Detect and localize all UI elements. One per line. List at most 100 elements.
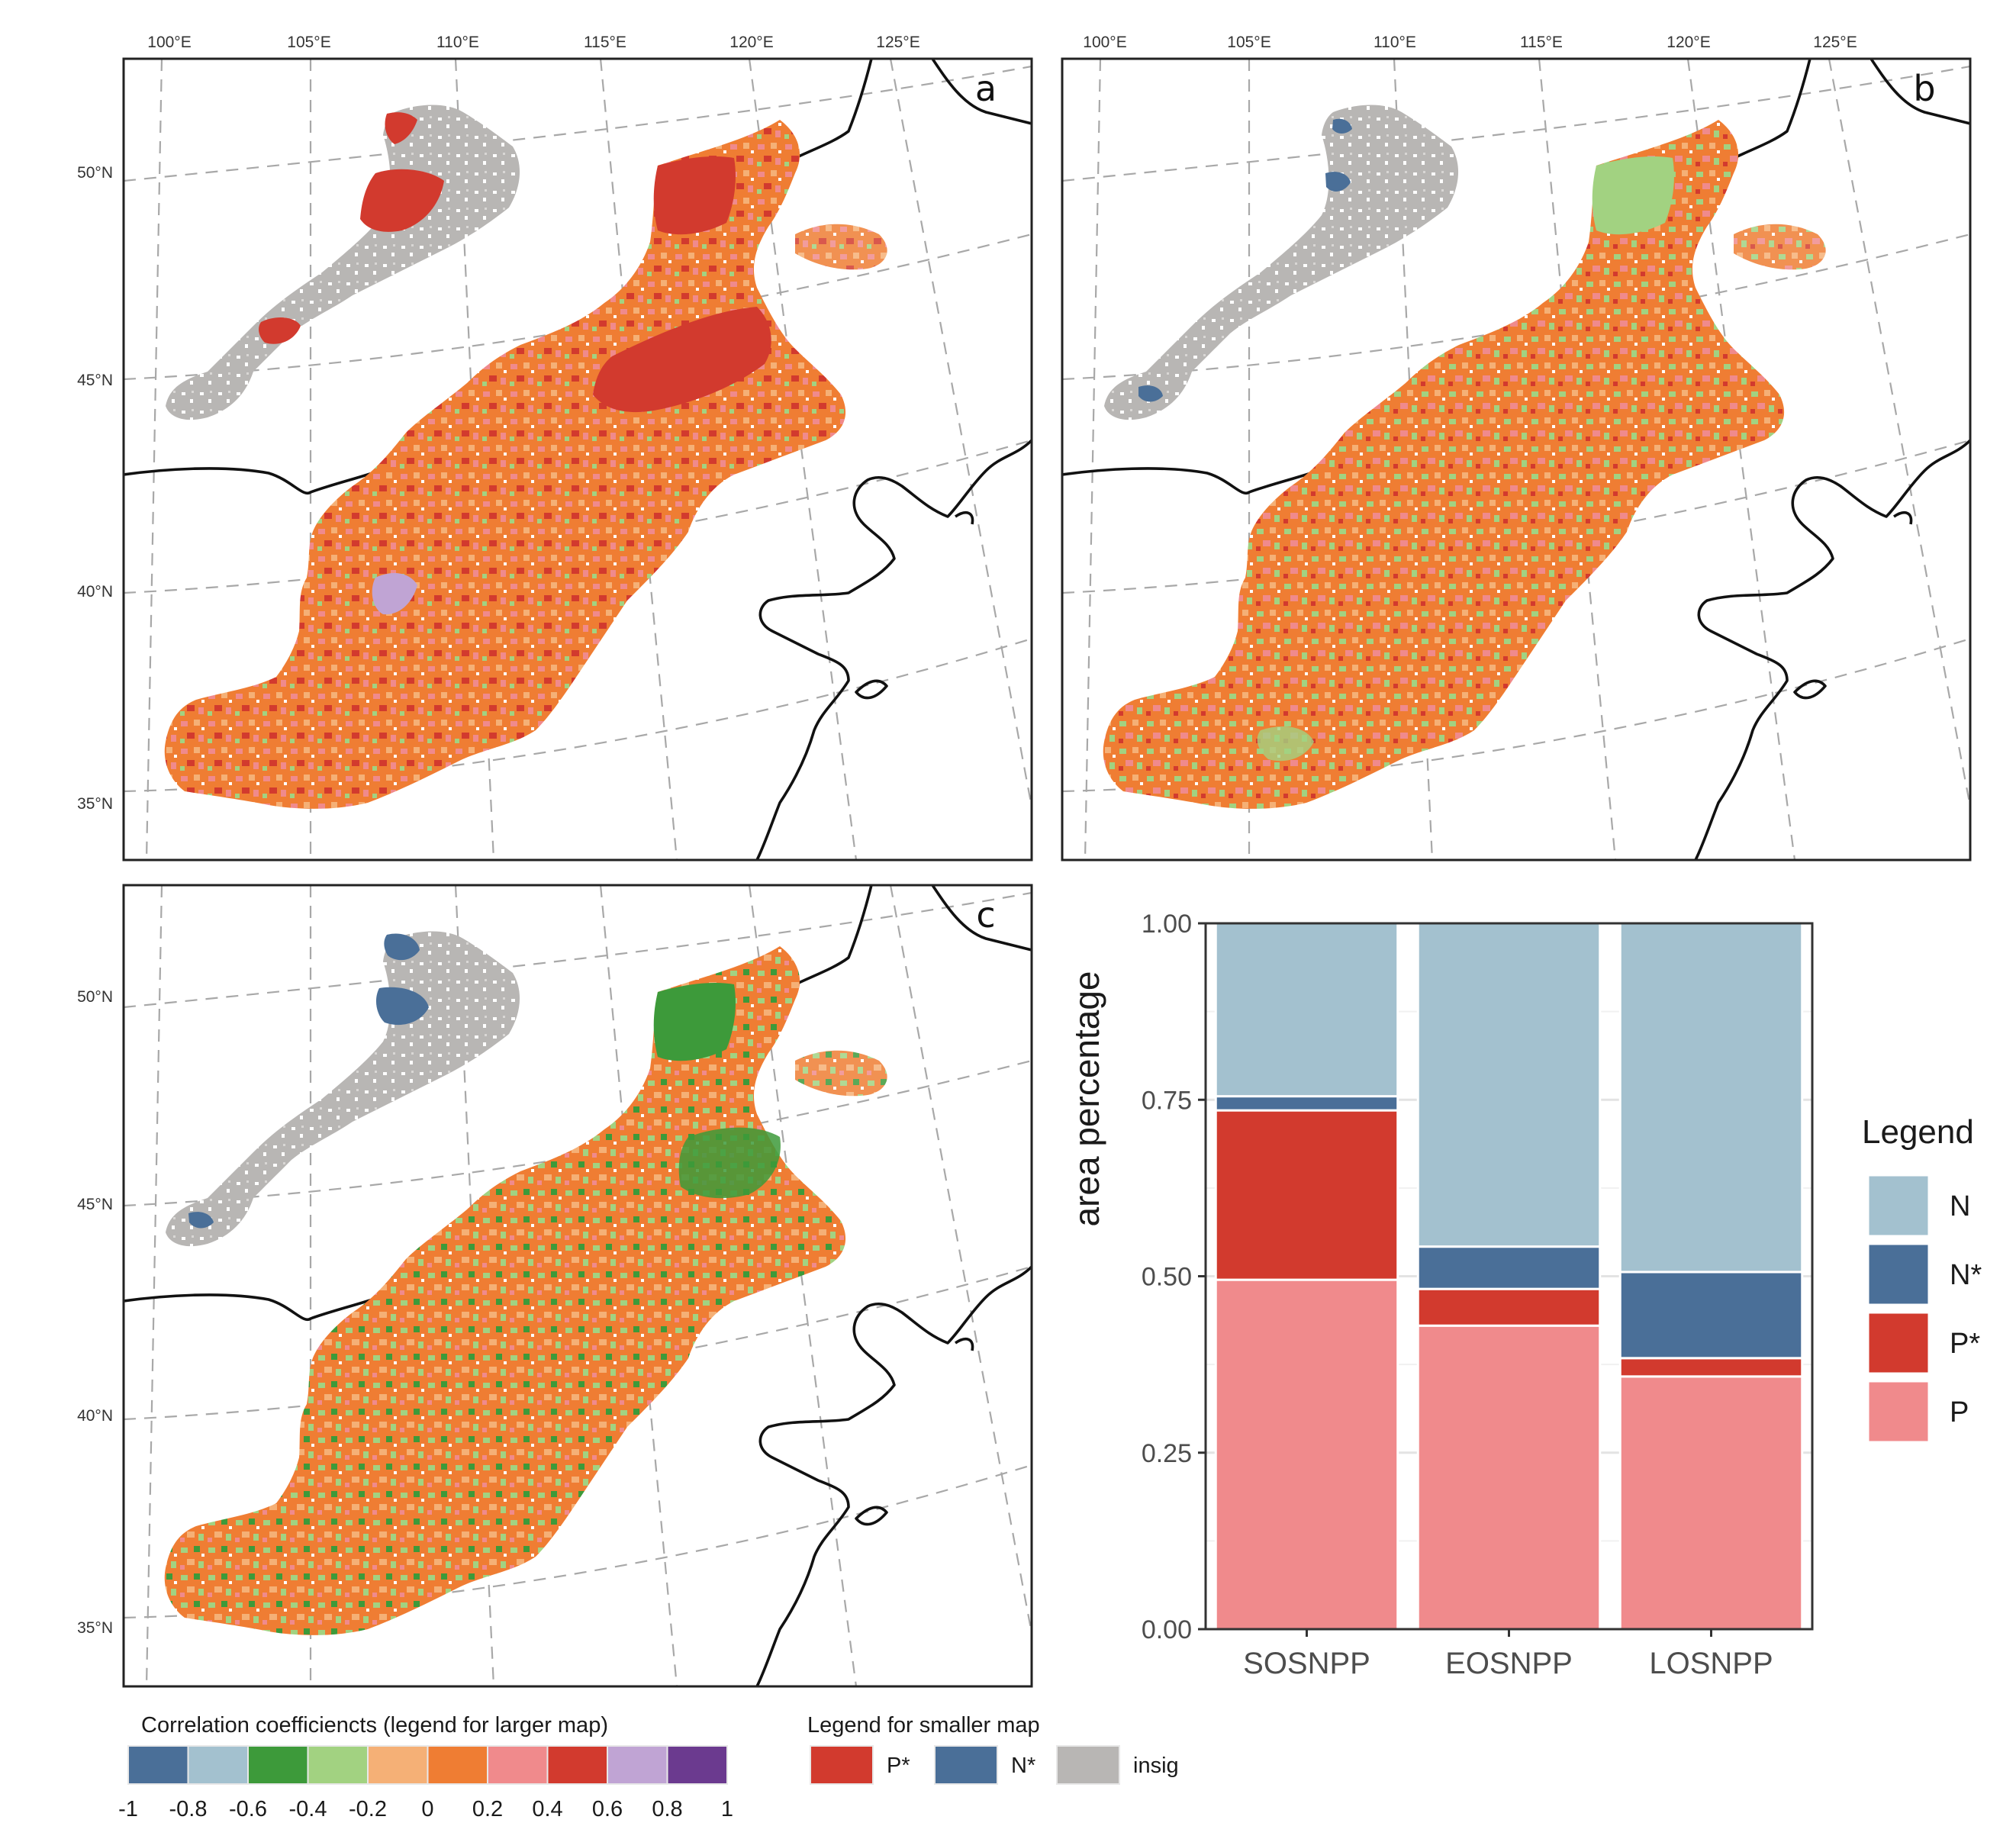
colorbar-tick-label: 1 (721, 1797, 733, 1821)
legend-swatch-n (1866, 1174, 1931, 1238)
colorbar-tick-label: -0.2 (349, 1797, 387, 1821)
colorbar-cell (546, 1745, 608, 1785)
map-panel-c: 50°N 45°N 40°N 35°N c (77, 884, 1033, 1688)
legend-label: N* (1950, 1259, 1982, 1291)
colorbar-cell (187, 1745, 249, 1785)
legend-swatch-nstar (1866, 1242, 1931, 1306)
bar-segment-sosnpp-pstar (1214, 1109, 1399, 1281)
bar-segment-eosnpp-p (1416, 1324, 1602, 1631)
colorbar-cell (247, 1745, 309, 1785)
small-legend-label: insig (1133, 1754, 1179, 1778)
region-hulunbuir-a (166, 105, 520, 420)
lon-label-120: 120°E (1667, 34, 1710, 51)
region-hulunbuir-b-blue1 (1332, 118, 1352, 134)
lon-label-125: 125°E (876, 34, 919, 51)
region-hulunbuir-a-red2 (360, 169, 444, 232)
colorbar-title: Correlation coefficiencts (legend for la… (141, 1713, 608, 1738)
y-tick-label: 0.75 (1142, 1086, 1192, 1115)
bar-segment-eosnpp-n (1416, 922, 1602, 1248)
lon-label-120: 120°E (729, 34, 773, 51)
colorbar-tick-label: 0.2 (472, 1797, 503, 1821)
colorbar-tick-label: -0.6 (229, 1797, 267, 1821)
bar-chart-bars (1214, 922, 1804, 1631)
lon-label-110: 110°E (1374, 34, 1416, 51)
x-tick-label: LOSNPP (1649, 1647, 1773, 1680)
map-b-frame (1061, 57, 1972, 862)
colorbar-tick-label: 0 (421, 1797, 433, 1821)
y-tick-label: 0.25 (1142, 1439, 1192, 1468)
lat-label-45: 45°N (77, 1196, 113, 1213)
region-main-b-green-sw (1257, 726, 1314, 762)
lon-label-100: 100°E (1083, 34, 1126, 51)
small-legend-swatch-pstar (810, 1745, 874, 1785)
region-hulunbuir-b-blue3 (1138, 385, 1163, 402)
y-axis-title: area percentage (1067, 971, 1106, 1226)
legend-label: N (1950, 1190, 1970, 1222)
region-main-a-red-north (653, 156, 736, 235)
colorbar-cells (127, 1745, 728, 1785)
map-b-longitude-labels: 100°E 105°E 110°E 115°E 120°E 125°E (1083, 34, 1857, 51)
map-a-longitude-labels: 100°E 105°E 110°E 115°E 120°E 125°E (147, 34, 919, 51)
colorbar-cell (307, 1745, 369, 1785)
legend-swatch-pstar (1866, 1311, 1931, 1375)
region-hulunbuir-a-red1 (385, 112, 417, 144)
region-hulunbuir-c-blue1 (384, 933, 420, 961)
y-tick-label: 0.50 (1142, 1263, 1192, 1292)
small-legend-swatch-nstar (934, 1745, 998, 1785)
region-ne-scatter-c (795, 1050, 887, 1097)
region-ne-scatter-b (1734, 224, 1826, 270)
colorbar-tick-label: 0.4 (532, 1797, 562, 1821)
colorbar-tick-label: -0.8 (169, 1797, 208, 1821)
map-a-frame (122, 57, 1033, 862)
panel-label-b: b (1913, 68, 1935, 109)
colorbar-cell (607, 1745, 668, 1785)
region-main-c-green-north (653, 983, 736, 1061)
colorbar-cell (487, 1745, 549, 1785)
small-legend-swatch-insig (1056, 1745, 1120, 1785)
map-b-canvas: b (1062, 59, 1970, 860)
region-hulunbuir-c (166, 931, 520, 1247)
small-legend-label: P* (887, 1754, 910, 1778)
region-main-a (164, 120, 846, 809)
stacked-bar-chart: SOSNPP EOSNPP LOSNPP 0.00 0.25 0.50 0.75 1.00 a… (1067, 910, 1982, 1680)
bar-chart-axis: SOSNPP EOSNPP LOSNPP 0.00 0.25 0.50 0.75 1.00 (1142, 910, 1814, 1680)
region-hulunbuir-b (1104, 105, 1459, 420)
map-c-canvas: c (124, 885, 1032, 1686)
lat-label-35: 35°N (77, 795, 113, 813)
y-tick-label: 0.00 (1142, 1615, 1192, 1644)
lon-label-115: 115°E (1520, 34, 1563, 51)
legend-label: P* (1950, 1328, 1980, 1360)
map-a-latitude-labels: 50°N 45°N 40°N 35°N (77, 164, 113, 813)
colorbar-cell (666, 1745, 728, 1785)
panel-label-a: a (975, 68, 997, 109)
region-main-c (164, 946, 846, 1635)
colorbar-tick-label: -1 (118, 1797, 138, 1821)
lat-label-50: 50°N (77, 164, 113, 182)
region-main-a-red-core (593, 307, 771, 413)
lon-label-110: 110°E (436, 34, 479, 51)
colorbar-tick-label: -0.4 (289, 1797, 327, 1821)
region-hulunbuir-a-red3 (259, 317, 301, 344)
colorbar-tick-labels: -1 -0.8 -0.6 -0.4 -0.2 0 0.2 0.4 0.6 0.8 1 (118, 1797, 733, 1821)
lat-label-35: 35°N (77, 1619, 113, 1637)
bar-segment-eosnpp-nstar (1416, 1245, 1602, 1290)
bar-segment-sosnpp-p (1214, 1278, 1399, 1631)
region-main-b-green-north (1592, 156, 1674, 235)
small-legend-label: N* (1011, 1754, 1035, 1778)
bar-segment-losnpp-n (1618, 922, 1804, 1274)
region-ne-scatter-a (795, 224, 887, 270)
colorbar-cell (127, 1745, 189, 1785)
lon-label-105: 105°E (287, 34, 330, 51)
map-panel-a: 100°E 105°E 110°E 115°E 120°E 125°E 50°N… (77, 34, 1033, 862)
colorbar-tick-label: 0.6 (592, 1797, 623, 1821)
lon-label-100: 100°E (147, 34, 191, 51)
bar-chart-legend: Legend N N* P* P (1862, 1113, 1982, 1444)
lat-label-45: 45°N (77, 372, 113, 389)
colorbar-tick-label: 0.8 (652, 1797, 682, 1821)
small-map-legend: Legend for smaller map P* N* insig (807, 1713, 1179, 1785)
lon-label-115: 115°E (584, 34, 626, 51)
region-hulunbuir-b-blue2 (1325, 172, 1351, 192)
bar-segment-losnpp-nstar (1618, 1271, 1804, 1360)
map-c-frame (122, 884, 1033, 1688)
